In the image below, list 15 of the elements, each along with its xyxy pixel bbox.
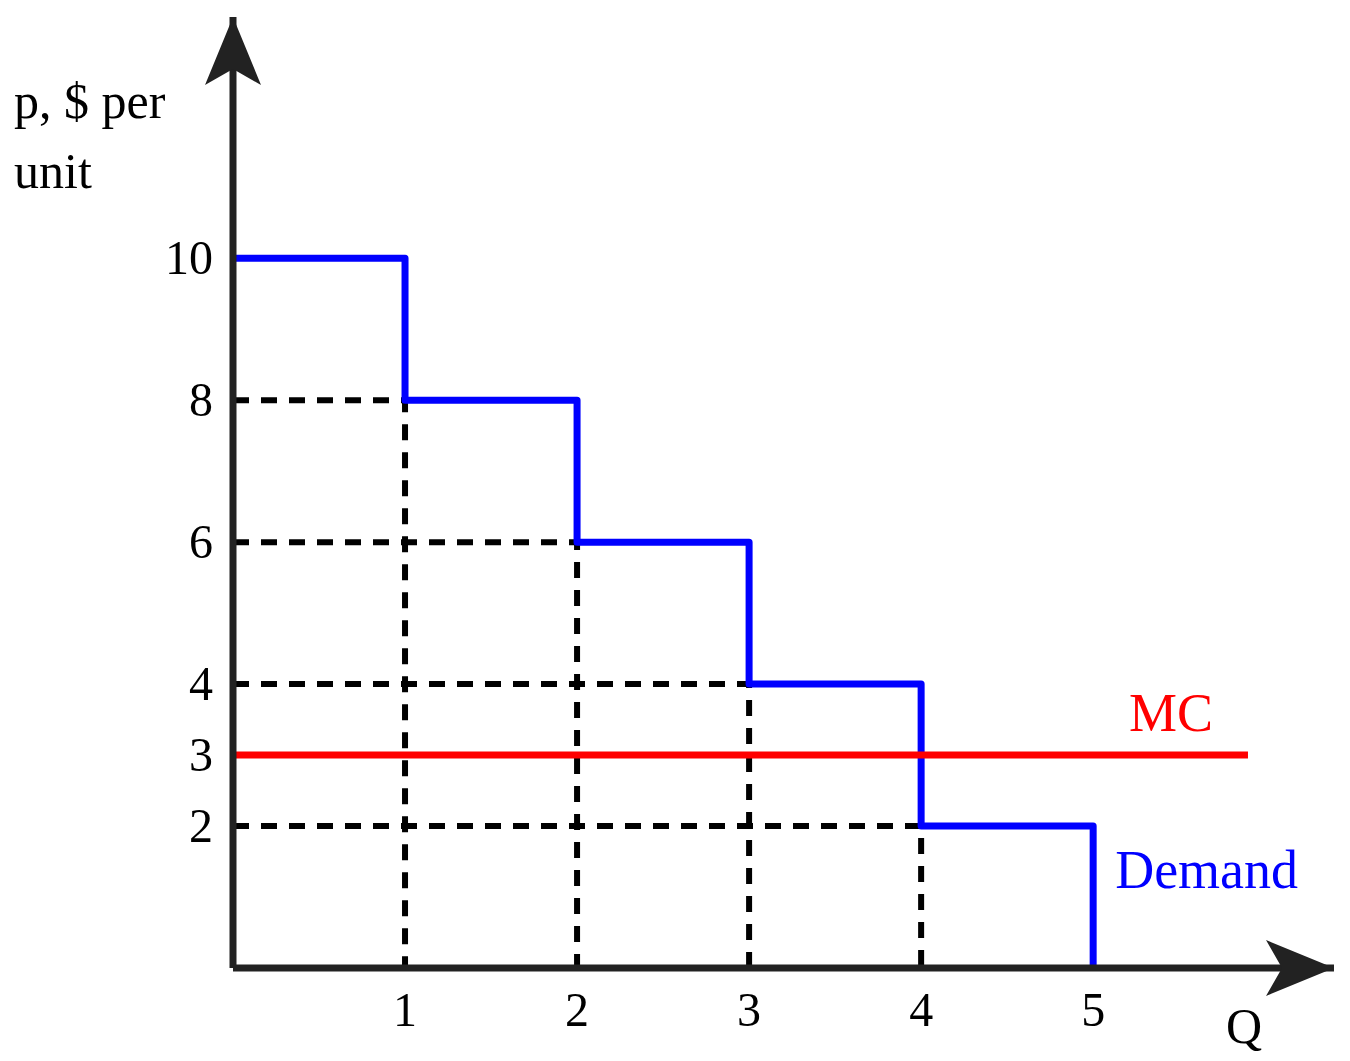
x-tick-label: 4 (909, 983, 934, 1036)
x-tick-label: 2 (565, 983, 590, 1036)
x-tick-label: 1 (393, 983, 418, 1036)
y-tick-label: 2 (189, 799, 213, 853)
series-label: Demand (1115, 840, 1299, 900)
y-tick-label: 8 (189, 373, 213, 427)
x-axis-title: Q (1225, 998, 1263, 1054)
y-tick-label: 6 (189, 515, 213, 569)
series-label: MC (1128, 683, 1213, 744)
y-tick-label: 4 (189, 657, 213, 711)
x-tick-label: 5 (1081, 983, 1106, 1036)
y-tick-label: 10 (165, 231, 213, 285)
y-axis-title: p, $ per unit (14, 73, 166, 199)
x-tick-label: 3 (737, 983, 762, 1036)
y-tick-label: 3 (189, 728, 213, 782)
